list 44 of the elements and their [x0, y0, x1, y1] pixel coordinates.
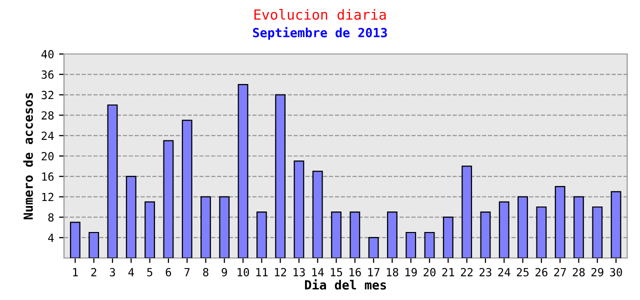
x-tick-label: 27	[554, 268, 566, 276]
y-tick-label: 40	[41, 50, 54, 58]
x-tick-label: 19	[406, 268, 417, 276]
x-tick-label: 29	[591, 268, 604, 276]
x-axis-title: Dia del mes	[305, 279, 386, 290]
x-tick-label: 21	[442, 268, 454, 276]
x-tick-label: 7	[184, 268, 190, 276]
x-tick-label: 8	[203, 268, 208, 276]
chart-title: Evolucion diaria	[254, 9, 386, 20]
x-tick-label: 24	[498, 268, 510, 276]
x-tick-label: 16	[350, 268, 361, 276]
x-tick-label: 5	[147, 268, 152, 276]
y-tick-label: 36	[42, 70, 54, 79]
x-tick-label: 28	[572, 268, 585, 276]
x-tick-label: 18	[386, 268, 398, 276]
y-tick-label: 8	[48, 213, 54, 222]
x-tick-label: 6	[166, 268, 172, 276]
y-tick-label: 16	[42, 172, 54, 181]
x-tick-label: 2	[91, 268, 96, 276]
chart-subtitle: Septiembre de 2013	[253, 27, 387, 40]
x-tick-label: 10	[238, 268, 249, 276]
y-tick-label: 4	[48, 234, 54, 242]
y-axis-title: Numero de accesos	[23, 93, 33, 220]
y-tick-label: 24	[42, 132, 54, 140]
x-tick-label: 3	[110, 268, 115, 276]
x-tick-label: 12	[274, 268, 286, 276]
x-tick-label: 14	[312, 268, 324, 276]
x-tick-label: 30	[610, 268, 622, 276]
y-tick-label: 28	[42, 111, 54, 120]
x-tick-label: 25	[516, 268, 529, 276]
x-tick-label: 17	[368, 268, 380, 276]
x-tick-label: 26	[536, 268, 548, 276]
x-tick-label: 15	[330, 268, 342, 276]
x-tick-label: 22	[460, 268, 473, 276]
y-tick-label: 32	[42, 90, 54, 100]
x-tick-label: 11	[256, 268, 268, 276]
x-tick-label: 23	[480, 268, 492, 276]
y-tick-label: 12	[42, 192, 54, 202]
x-tick-label: 13	[294, 268, 305, 276]
x-tick-label: 9	[222, 268, 227, 276]
x-tick-label: 20	[424, 268, 436, 276]
x-tick-label: 4	[128, 268, 134, 276]
x-tick-label: 1	[73, 268, 78, 276]
y-tick-label: 20	[42, 152, 54, 160]
